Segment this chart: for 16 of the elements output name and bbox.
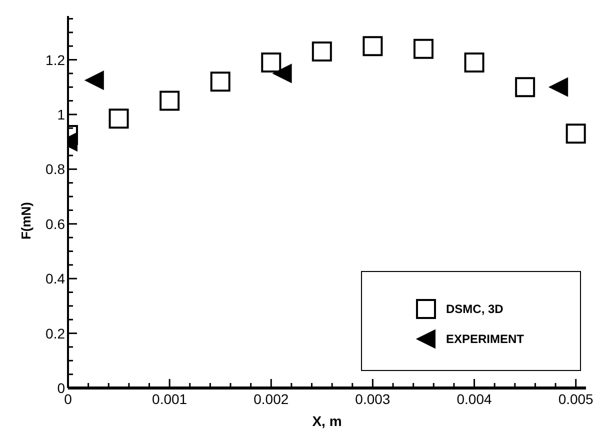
- x-tick-label: 0.001: [152, 391, 188, 407]
- x-tick-label: 0.002: [254, 391, 289, 407]
- legend-label: DSMC, 3D: [446, 302, 504, 316]
- x-tick-label: 0.005: [558, 391, 594, 407]
- x-tick-label: 0.003: [355, 391, 390, 407]
- y-tick-label: 0.6: [46, 216, 66, 232]
- y-tick-label: 1.2: [46, 52, 66, 68]
- y-tick-label: 0: [57, 380, 66, 396]
- y-tick-label: 0.2: [46, 325, 66, 342]
- legend-label: EXPERIMENT: [446, 332, 524, 346]
- y-tick-label: 0.8: [46, 161, 66, 178]
- y-axis-title: F(mN): [18, 202, 34, 240]
- x-tick-label: 0.004: [456, 391, 492, 407]
- y-tick-label: 0.4: [46, 270, 66, 287]
- x-axis-title: X, m: [312, 412, 342, 429]
- y-tick-label: 1: [57, 106, 66, 122]
